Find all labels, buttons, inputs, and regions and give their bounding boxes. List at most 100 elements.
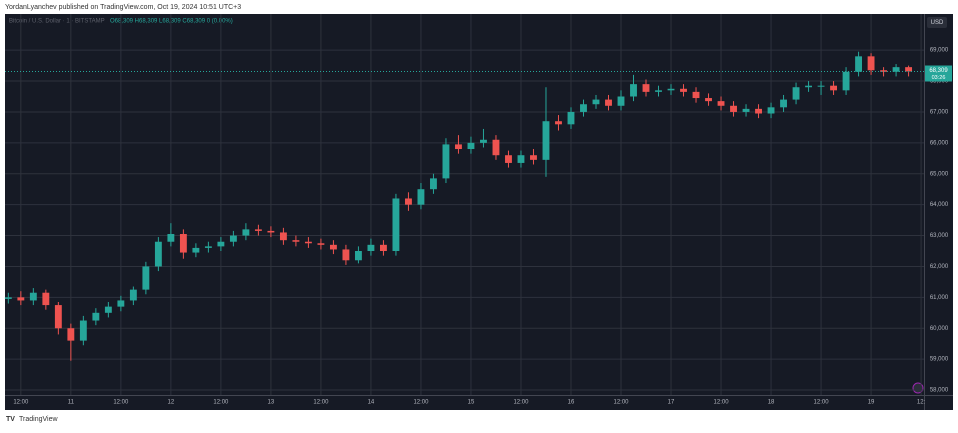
- candle-body: [392, 198, 400, 252]
- candle-body: [730, 105, 737, 112]
- candle-body: [67, 328, 75, 341]
- candle-body: [317, 243, 325, 245]
- y-tick-label: 60,000: [930, 326, 949, 332]
- candle-body: [17, 297, 25, 301]
- candle-body: [780, 99, 787, 108]
- y-tick-label: 67,000: [930, 110, 949, 116]
- x-tick-label: 13: [268, 400, 275, 406]
- candle-body: [354, 251, 362, 261]
- candle-body: [29, 292, 37, 301]
- x-tick-label: 12:00: [714, 400, 730, 406]
- candle-body: [455, 144, 462, 150]
- candle-body: [417, 189, 425, 205]
- candle-body: [367, 244, 375, 252]
- candle-body: [129, 289, 137, 301]
- candle-body: [229, 235, 237, 242]
- last-price-box: [925, 65, 952, 82]
- x-tick-label: 18: [768, 400, 775, 406]
- x-tick-label: 12: [168, 400, 175, 406]
- candle-body: [142, 266, 150, 290]
- candle-body: [329, 244, 337, 250]
- candle-body: [505, 155, 512, 163]
- candle-body: [555, 121, 562, 125]
- header: YordanLyanchev published on TradingView.…: [5, 4, 241, 11]
- x-tick-label: 17: [668, 400, 675, 406]
- candle-body: [692, 91, 700, 99]
- candle-body: [530, 155, 537, 160]
- candle-body: [342, 249, 350, 261]
- candle-body: [79, 320, 87, 341]
- candle-body: [192, 247, 200, 253]
- x-tick-label: 12:00: [413, 400, 429, 406]
- candle-body: [517, 155, 525, 163]
- candle-body: [767, 107, 775, 114]
- candle-body: [805, 85, 812, 88]
- candle-body: [154, 241, 162, 267]
- candle-body: [817, 85, 825, 87]
- candle-body: [630, 84, 637, 97]
- candle-body: [405, 198, 412, 205]
- candle-body: [842, 71, 850, 91]
- candle-body: [179, 234, 187, 253]
- candle-body: [642, 84, 650, 92]
- y-tick-label: 58,000: [930, 388, 949, 394]
- y-tick-label: 59,000: [930, 357, 949, 363]
- candle-body: [605, 99, 612, 106]
- candle-body: [755, 108, 762, 114]
- candle-body: [705, 98, 712, 102]
- candle-body: [492, 139, 500, 156]
- candle-body: [892, 67, 900, 72]
- candle-body: [204, 246, 212, 248]
- x-tick-label: 12:00: [814, 400, 830, 406]
- candle-body: [92, 312, 100, 321]
- x-tick-label: 12:00: [213, 400, 229, 406]
- x-tick-label: 14: [368, 400, 375, 406]
- candle-body: [217, 241, 225, 247]
- candle-body: [880, 70, 888, 72]
- candle-body: [855, 56, 863, 72]
- last-price-label: 68,309: [929, 68, 948, 74]
- y-tick-label: 69,000: [930, 48, 949, 54]
- y-tick-label: 68,000: [930, 79, 949, 85]
- candle-body: [254, 229, 262, 231]
- candle-body: [467, 142, 475, 150]
- footer: TradingView: [19, 416, 58, 423]
- footer-logo: TV: [6, 416, 15, 423]
- countdown: 03:26: [932, 75, 946, 81]
- x-tick-label: 12:00: [313, 400, 329, 406]
- candle-body: [167, 234, 175, 242]
- chart-bg: [5, 14, 953, 410]
- x-tick-label: 12:00: [13, 400, 29, 406]
- candle-body: [292, 240, 300, 242]
- y-tick-label: 66,000: [930, 140, 949, 146]
- candle-body: [104, 306, 112, 313]
- symbol: Bitcoin / U.S. Dollar · 1 · BITSTAMP: [9, 19, 105, 25]
- candle-body: [279, 232, 287, 241]
- candle-body: [567, 111, 575, 125]
- candle-body: [242, 229, 250, 236]
- candle-body: [480, 139, 487, 143]
- candle-body: [655, 90, 662, 92]
- candle-body: [42, 292, 50, 306]
- y-tick-label: 61,000: [930, 295, 949, 301]
- candle-body: [680, 88, 687, 92]
- x-tick-label: 12:00: [613, 400, 629, 406]
- currency: USD: [931, 20, 944, 26]
- candle-body: [905, 67, 913, 72]
- ohlc: O68,309 H68,309 L68,309 C68,309 0 (0.00%…: [110, 19, 233, 25]
- candle-body: [592, 99, 600, 105]
- candle-body: [442, 144, 450, 179]
- candle-body: [867, 56, 875, 71]
- candle-body: [267, 230, 275, 233]
- candle-body: [4, 297, 12, 299]
- x-tick-label: 11: [68, 400, 75, 406]
- candle-body: [379, 244, 387, 252]
- x-tick-label: 12:00: [113, 400, 129, 406]
- candle-body: [430, 178, 437, 190]
- candle-body: [304, 241, 312, 244]
- candle-body: [742, 108, 750, 112]
- candle-body: [792, 87, 800, 100]
- y-tick-label: 64,000: [930, 202, 949, 208]
